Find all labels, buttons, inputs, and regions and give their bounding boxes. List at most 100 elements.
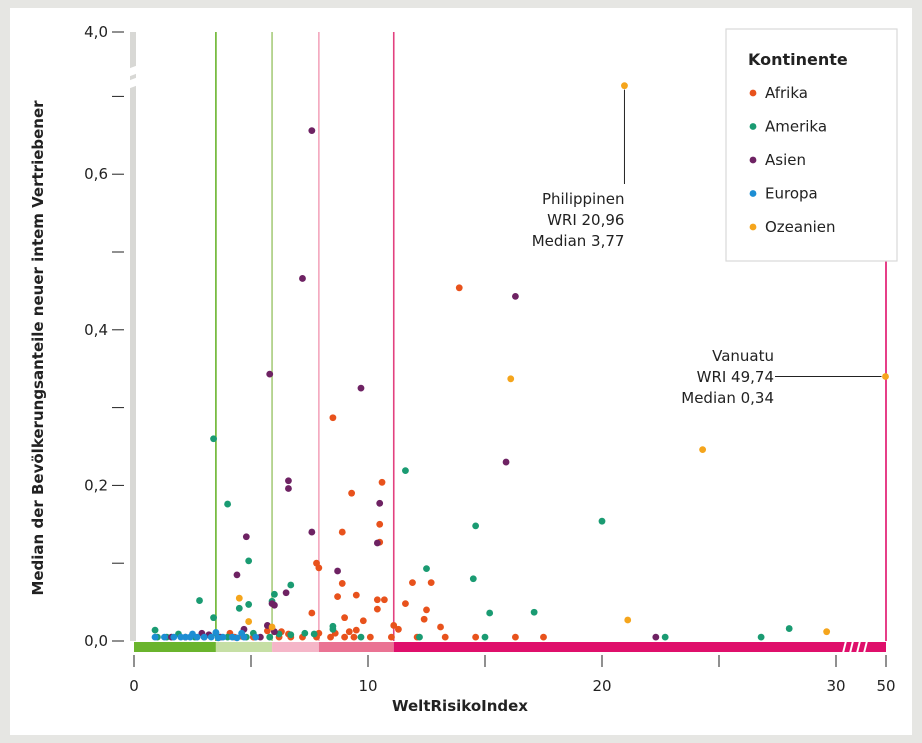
point-amerika: [301, 629, 309, 637]
y-axis-label: Median der Bevölkerungsanteile neuer int…: [29, 100, 47, 596]
point-asien: [334, 567, 341, 575]
point-afrika: [338, 528, 346, 536]
point-afrika: [352, 626, 360, 634]
point-amerika: [402, 467, 409, 475]
point-afrika: [409, 579, 416, 587]
point-ozeanien: [507, 375, 515, 383]
point-amerika: [287, 631, 295, 639]
point-afrika: [455, 284, 463, 292]
legend-label: Europa: [765, 185, 818, 203]
point-afrika: [512, 633, 519, 641]
point-amerika: [530, 608, 538, 616]
scatter-chart: 0,0 0,2 0,4 0,6 4,0 0 10 20 30 50 Philippinen WRI …: [29, 23, 898, 715]
point-afrika: [402, 600, 409, 608]
point-afrika: [345, 628, 353, 636]
point-asien: [376, 499, 384, 507]
point-afrika: [338, 580, 346, 587]
point-asien: [233, 571, 241, 579]
point-afrika: [366, 633, 374, 641]
point-europa: [182, 633, 189, 641]
legend-box: [725, 28, 898, 262]
y-axis-break: [125, 76, 141, 90]
point-afrika: [263, 627, 271, 635]
y-tick-label: 0,4: [84, 321, 108, 339]
point-afrika: [437, 623, 444, 631]
point-asien: [502, 458, 510, 466]
y-tick-label: 4,0: [84, 23, 108, 41]
point-afrika: [373, 605, 381, 613]
point-asien: [282, 589, 290, 597]
point-afrika: [350, 633, 358, 641]
risk-band: [134, 642, 216, 652]
legend-marker: [749, 156, 757, 164]
point-amerika: [416, 633, 423, 641]
philippines-annotation: Median 3,77: [532, 232, 625, 250]
point-europa: [233, 634, 241, 642]
vanuatu-annotation: Median 0,34: [681, 389, 774, 407]
point-amerika: [310, 630, 318, 638]
point-ozeanien: [882, 373, 889, 380]
point-amerika: [469, 575, 477, 583]
point-asien: [256, 633, 264, 641]
point-ozeanien: [624, 616, 632, 624]
x-axis-break: [856, 641, 861, 653]
point-afrika: [441, 633, 449, 641]
y-tick-label: 0,0: [84, 632, 108, 650]
point-europa: [214, 634, 222, 642]
legend-title: Kontinente: [748, 50, 848, 69]
point-europa: [177, 633, 185, 641]
point-europa: [161, 633, 168, 641]
point-afrika: [420, 615, 428, 623]
point-amerika: [757, 633, 765, 641]
x-tick-label: 10: [358, 677, 377, 695]
y-axis-bar: [130, 32, 136, 641]
point-afrika: [315, 564, 323, 572]
point-ozeanien: [823, 628, 831, 636]
point-amerika: [661, 633, 669, 641]
philippines-annotation: WRI 20,96: [547, 211, 624, 229]
legend-label: Asien: [765, 151, 806, 169]
point-ozeanien: [621, 82, 628, 90]
legend-marker: [749, 89, 757, 97]
point-amerika: [210, 614, 217, 622]
risk-band: [393, 642, 886, 652]
legend-label: Ozeanien: [765, 218, 836, 236]
point-afrika: [390, 622, 398, 629]
point-europa: [212, 629, 220, 636]
x-tick-label: 30: [826, 677, 845, 695]
point-amerika: [287, 581, 295, 589]
point-amerika: [271, 590, 278, 598]
x-tick-label: 50: [876, 677, 895, 695]
point-amerika: [357, 633, 365, 641]
point-europa: [252, 633, 260, 641]
point-afrika: [378, 478, 386, 486]
point-amerika: [235, 604, 243, 612]
point-europa: [186, 633, 194, 641]
point-asien: [285, 485, 292, 492]
point-amerika: [224, 633, 232, 641]
point-afrika: [373, 596, 381, 604]
vanuatu-annotation: Vanuatu: [712, 347, 774, 365]
point-europa: [240, 633, 248, 641]
point-asien: [512, 292, 519, 300]
point-europa: [170, 633, 178, 641]
y-axis-break: [125, 64, 141, 78]
point-europa: [151, 633, 159, 641]
point-amerika: [329, 625, 337, 633]
point-asien: [373, 539, 381, 547]
legend-marker: [749, 223, 757, 231]
point-amerika: [151, 626, 159, 634]
point-afrika: [472, 633, 480, 641]
point-asien: [271, 601, 278, 609]
point-asien: [652, 633, 660, 641]
point-ozeanien: [235, 594, 243, 602]
point-afrika: [341, 614, 348, 622]
point-amerika: [472, 522, 480, 530]
x-axis-break: [842, 641, 847, 653]
legend-label: Afrika: [765, 84, 808, 102]
point-amerika: [481, 633, 489, 641]
axes: 0,0 0,2 0,4 0,6 4,0 0 10 20 30 50: [84, 23, 895, 695]
point-amerika: [196, 597, 203, 604]
point-amerika: [785, 625, 793, 632]
point-amerika: [598, 517, 606, 525]
